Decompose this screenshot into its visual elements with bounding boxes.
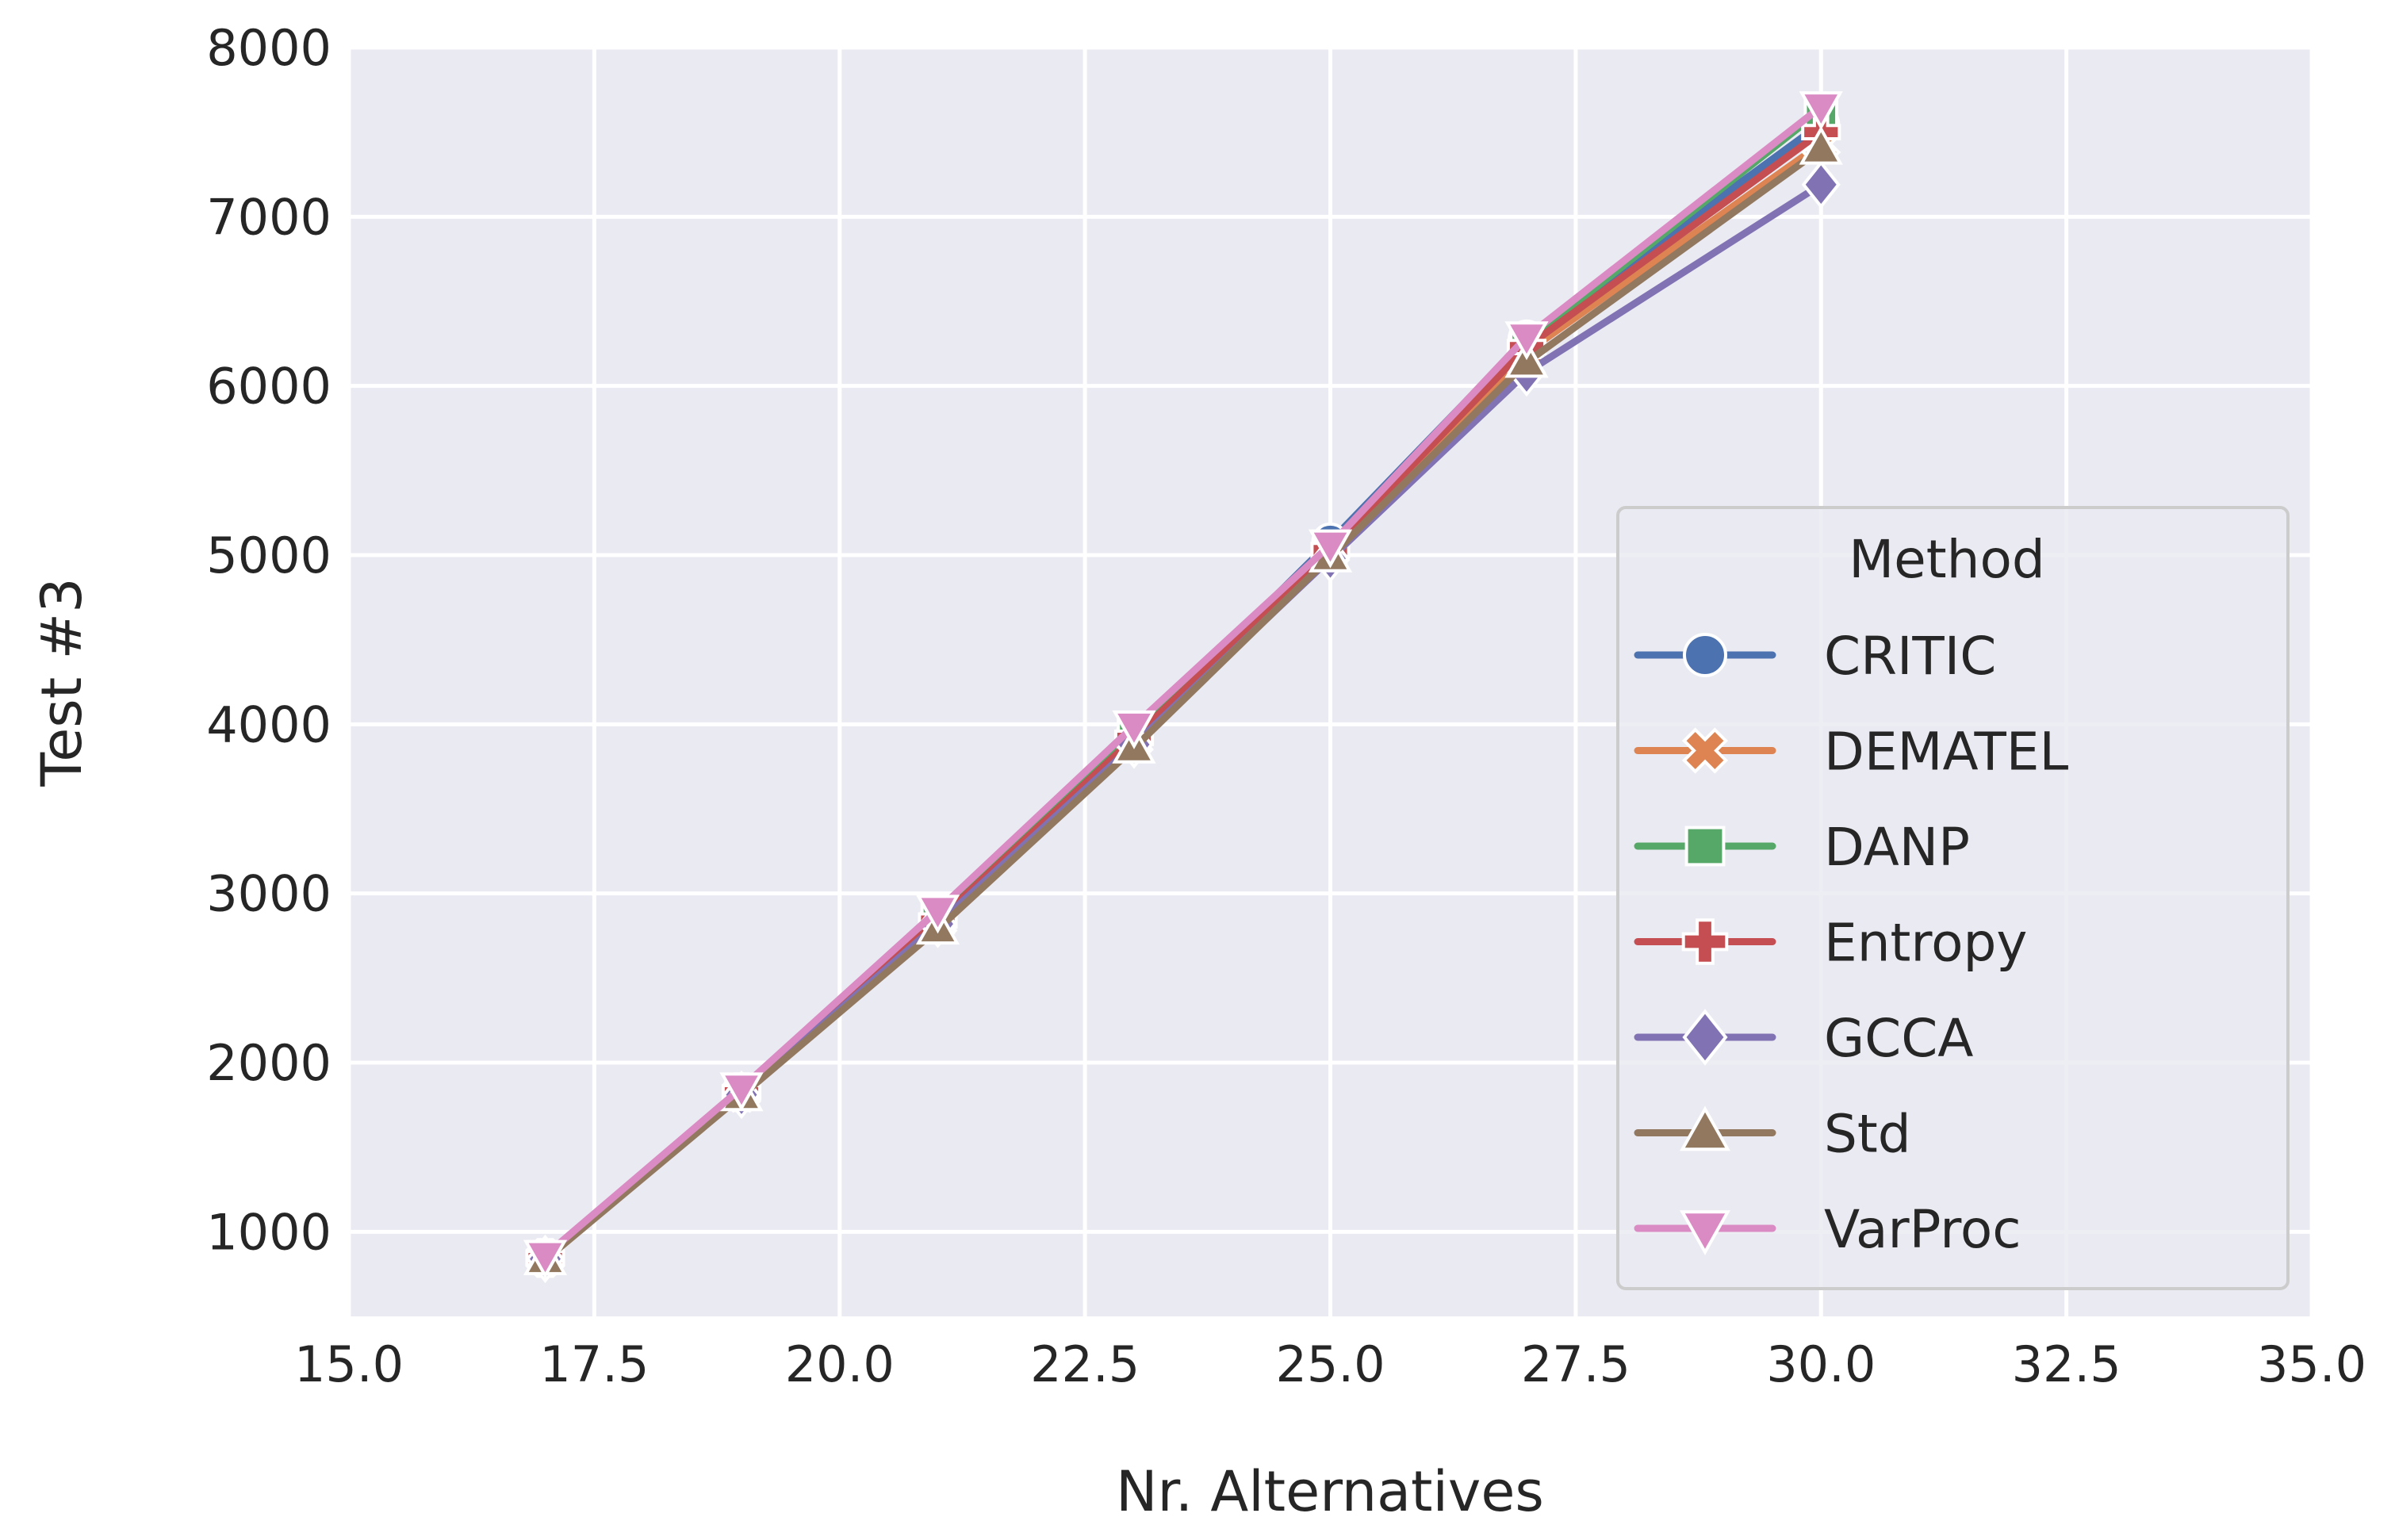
x-tick-label: 27.5 [1521, 1335, 1631, 1393]
legend-label-dematel: DEMATEL [1824, 722, 2069, 783]
legend-marker-danp [1684, 826, 1726, 867]
legend-label-std: Std [1824, 1104, 1911, 1165]
point-std [1799, 125, 1843, 165]
point-gcca [1801, 160, 1841, 209]
y-tick-label: 2000 [206, 1034, 331, 1092]
legend-label-gcca: GCCA [1824, 1008, 1973, 1069]
y-tick-label: 1000 [206, 1203, 331, 1261]
legend-item-entropy: Entropy [1634, 913, 2027, 974]
legend-title: Method [1849, 529, 2045, 590]
y-tick-label: 8000 [206, 19, 331, 77]
legend-marker-gcca [1682, 1009, 1728, 1066]
point-varproc [1504, 321, 1549, 361]
legend: Method CRITIC DEMATEL DANP Entropy GCCA Std Va… [1616, 506, 2290, 1290]
legend-marker-critic [1683, 633, 1727, 677]
point-varproc [1112, 710, 1156, 749]
point-varproc [719, 1072, 764, 1112]
legend-label-varproc: VarProc [1824, 1199, 2021, 1260]
y-axis-label: Test #3 [29, 577, 94, 787]
point-varproc [523, 1239, 568, 1279]
x-tick-label: 32.5 [2012, 1335, 2121, 1393]
legend-item-critic: CRITIC [1634, 626, 1996, 687]
series-lines [523, 91, 1843, 1284]
y-tick-label: 3000 [206, 865, 331, 923]
legend-marker-std [1679, 1105, 1731, 1151]
legend-item-dematel: DEMATEL [1634, 722, 2069, 783]
x-axis-label: Nr. Alternatives [1116, 1459, 1544, 1524]
y-axis-ticks: 1000 2000 3000 4000 5000 6000 7000 8000 [206, 19, 331, 1261]
x-tick-label: 20.0 [785, 1335, 895, 1393]
legend-label-critic: CRITIC [1824, 626, 1996, 687]
x-tick-label: 30.0 [1766, 1335, 1876, 1393]
legend-marker-entropy [1681, 918, 1729, 965]
legend-items: CRITIC DEMATEL DANP Entropy GCCA Std VarProc [1634, 626, 2069, 1260]
legend-item-gcca: GCCA [1634, 1008, 1973, 1069]
legend-marker-dematel [1681, 727, 1729, 774]
x-tick-label: 17.5 [539, 1335, 649, 1393]
y-tick-label: 6000 [206, 358, 331, 416]
x-tick-label: 35.0 [2257, 1335, 2366, 1393]
x-tick-label: 22.5 [1030, 1335, 1140, 1393]
y-tick-label: 4000 [206, 695, 331, 753]
y-tick-label: 5000 [206, 527, 331, 584]
point-varproc [915, 895, 960, 934]
legend-box [1616, 506, 2290, 1290]
point-varproc [1799, 91, 1843, 131]
legend-item-danp: DANP [1634, 817, 1970, 878]
y-tick-label: 7000 [206, 188, 331, 246]
series-varproc [523, 91, 1843, 1279]
point-varproc [1308, 529, 1353, 569]
x-axis-ticks: 15.0 17.5 20.0 22.5 25.0 27.5 30.0 32.5 35.0 [294, 1335, 2366, 1393]
x-tick-label: 25.0 [1275, 1335, 1385, 1393]
legend-item-varproc: VarProc [1634, 1199, 2021, 1260]
legend-label-entropy: Entropy [1824, 913, 2027, 974]
x-tick-label: 15.0 [294, 1335, 404, 1393]
legend-marker-varproc [1679, 1210, 1731, 1255]
legend-label-danp: DANP [1824, 817, 1970, 878]
legend-item-std: Std [1634, 1104, 1911, 1165]
